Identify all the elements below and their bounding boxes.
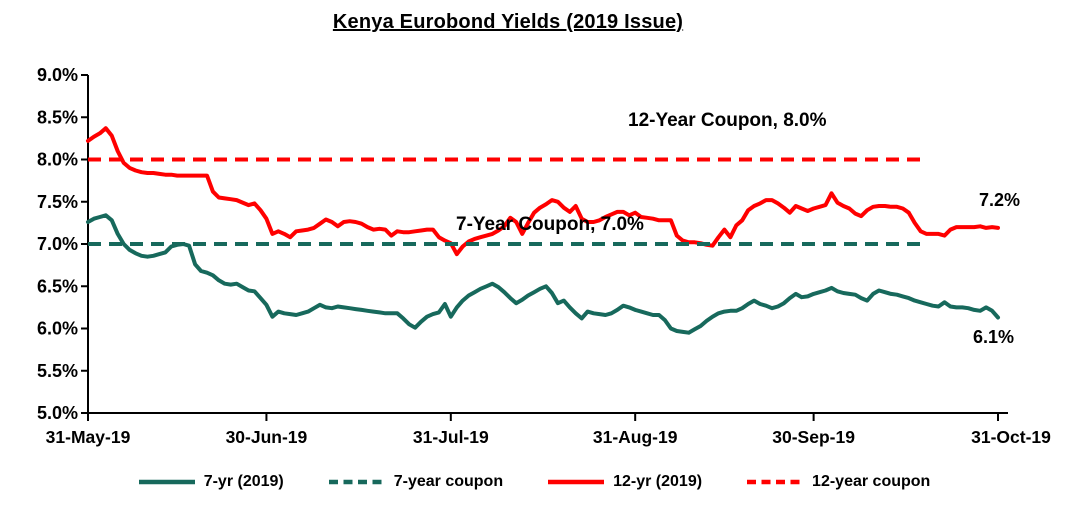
legend-item-label: 12-year coupon bbox=[812, 473, 931, 490]
7-yr-2019-line bbox=[86, 213, 1000, 335]
legend-item-7-yr-2019: 7-yr (2019) bbox=[138, 473, 284, 491]
legend-line-sample bbox=[548, 479, 605, 485]
y-axis-label: 8.5% bbox=[37, 107, 78, 127]
annotation-7-year-coupon: 7-Year Coupon, 7.0% bbox=[456, 214, 644, 235]
legend-item-label: 7-year coupon bbox=[393, 473, 504, 490]
y-axis-label: 7.0% bbox=[37, 234, 78, 254]
legend: 7-yr (2019) 7-year coupon 12-yr (2019) 12-y… bbox=[0, 473, 1068, 491]
x-axis-label: 31-Oct-19 bbox=[971, 427, 1051, 447]
legend-item-12-year-coupon: 12-year coupon bbox=[746, 473, 930, 491]
y-axis-label: 6.0% bbox=[37, 319, 78, 339]
legend-item-label: 7-yr (2019) bbox=[203, 473, 284, 490]
legend-item-label: 12-yr (2019) bbox=[613, 473, 703, 490]
label-7yr-last-value: 6.1% bbox=[973, 327, 1015, 347]
label-12yr-last-value: 7.2% bbox=[979, 190, 1021, 210]
y-axis-label: 5.5% bbox=[37, 361, 78, 381]
x-axis-label: 30-Sep-19 bbox=[772, 427, 855, 447]
legend-item-12-yr-2019: 12-yr (2019) bbox=[547, 473, 702, 491]
chart-title: Kenya Eurobond Yields (2019 Issue) bbox=[332, 11, 684, 33]
legend-line-sample bbox=[138, 479, 195, 485]
legend-line-sample bbox=[328, 479, 385, 485]
12-yr-2019-line bbox=[86, 126, 1000, 257]
legend-item-7-year-coupon: 7-year coupon bbox=[328, 473, 503, 491]
y-axis-label: 7.5% bbox=[37, 192, 78, 212]
y-axis-label: 5.0% bbox=[37, 403, 78, 423]
x-axis-label: 31-Jul-19 bbox=[413, 427, 489, 447]
y-axis-label: 6.5% bbox=[37, 276, 78, 296]
y-axis-label: 9.0% bbox=[37, 65, 78, 85]
x-axis-label: 31-Aug-19 bbox=[593, 427, 678, 447]
x-axis-label: 30-Jun-19 bbox=[226, 427, 308, 447]
x-axis-label: 31-May-19 bbox=[46, 427, 131, 447]
legend-line-sample bbox=[747, 479, 804, 485]
y-axis-label: 8.0% bbox=[37, 150, 78, 170]
annotation-12-year-coupon: 12-Year Coupon, 8.0% bbox=[628, 110, 827, 131]
